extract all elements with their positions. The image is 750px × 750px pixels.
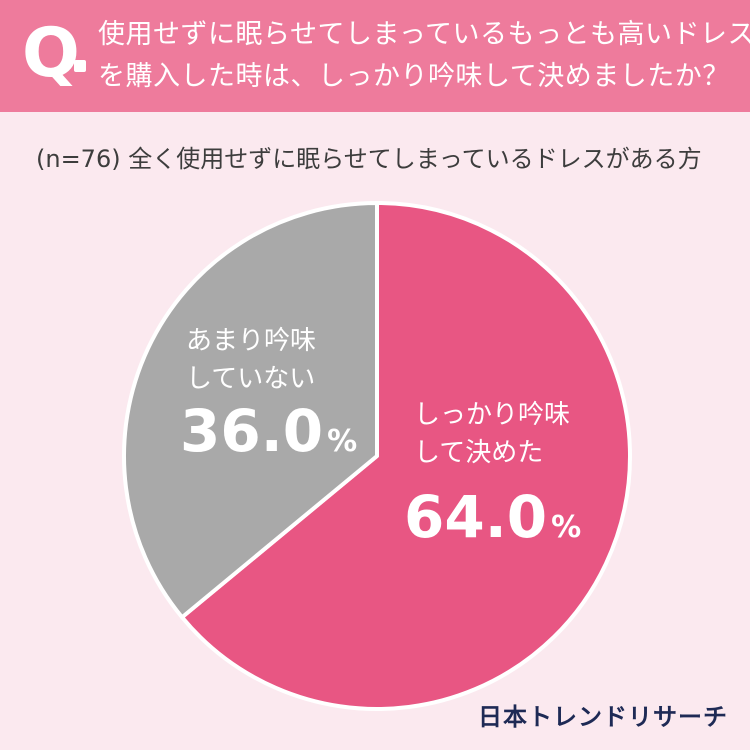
question-line-1: 使用せずに眠らせてしまっているもっとも高いドレス (98, 19, 750, 50)
q-mark: Q (22, 14, 80, 93)
slice-value-not-considered-number: 36.0 (180, 397, 324, 465)
slice-label-not-considered: あまり吟味 していない (186, 322, 316, 398)
slice-value-decided-number: 64.0 (404, 483, 548, 551)
slice-value-not-considered: 36.0% (180, 402, 357, 460)
q-dot (74, 60, 86, 72)
slice-value-not-considered-unit: % (327, 424, 358, 459)
question-banner: Q 使用せずに眠らせてしまっているもっとも高いドレス を購入した時は、しっかり吟… (0, 0, 750, 112)
chart-subtitle: (n=76) 全く使用せずに眠らせてしまっているドレスがある方 (36, 145, 702, 173)
brand-logo: 日本トレンドリサーチ (478, 703, 728, 731)
slice-label-decided-line2: して決めた (414, 438, 544, 468)
pie-slice-1 (122, 201, 379, 620)
slice-value-decided: 64.0% (404, 488, 581, 546)
slice-label-decided-line1: しっかり吟味 (414, 400, 571, 430)
slice-label-not-considered-line1: あまり吟味 (186, 326, 317, 356)
pie-slice-0 (180, 201, 632, 711)
question-text: 使用せずに眠らせてしまっているもっとも高いドレス を購入した時は、しっかり吟味し… (98, 14, 750, 98)
question-line-2: を購入した時は、しっかり吟味して決めましたか？ (98, 61, 730, 92)
slice-value-decided-unit: % (551, 510, 582, 545)
slice-label-decided: しっかり吟味 して決めた (414, 396, 570, 472)
slice-label-not-considered-line2: していない (186, 364, 316, 394)
